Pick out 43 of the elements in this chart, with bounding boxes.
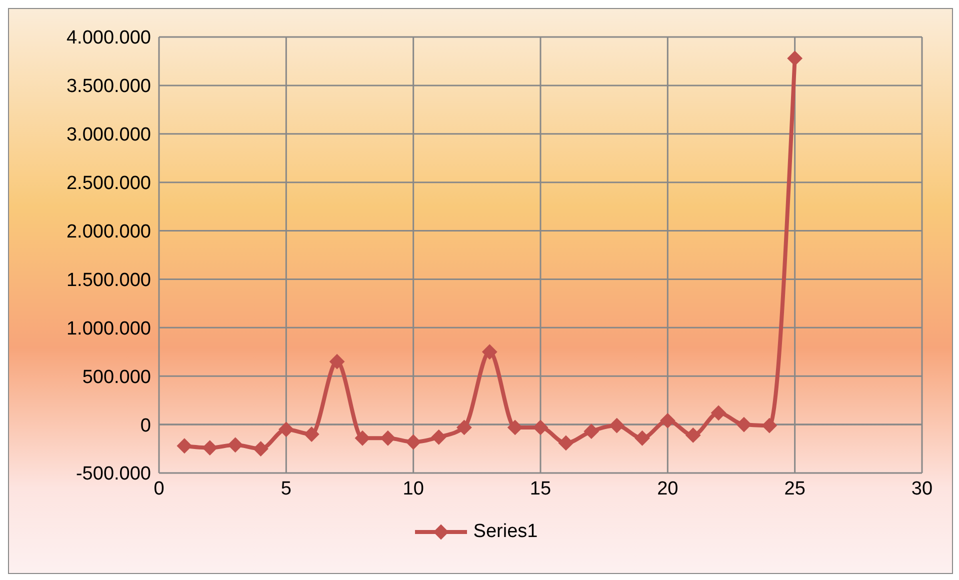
point <box>533 420 548 435</box>
y-tick-label: 500.000 <box>82 366 151 388</box>
point <box>304 426 320 442</box>
x-tick-label: 30 <box>911 478 933 500</box>
point <box>228 437 243 452</box>
point <box>202 440 218 456</box>
y-tick-label: 1.000.000 <box>66 318 151 340</box>
point <box>278 422 294 437</box>
point <box>711 405 726 420</box>
y-tick-label: 3.500.000 <box>66 76 151 98</box>
y-tick-label: 0 <box>140 415 151 436</box>
x-tick-label: 20 <box>657 478 678 500</box>
point <box>584 424 599 439</box>
point <box>354 430 370 446</box>
point <box>508 420 523 435</box>
point <box>634 430 650 446</box>
x-tick-label: 0 <box>154 478 164 500</box>
y-tick-label: -500.000 <box>76 464 151 485</box>
legend-label: Series1 <box>473 521 538 543</box>
y-tick-label: 1.500.000 <box>66 270 151 291</box>
x-tick-label: 10 <box>402 478 424 500</box>
point <box>787 50 802 66</box>
point <box>609 418 624 434</box>
point <box>456 420 472 435</box>
point <box>558 435 574 450</box>
point <box>380 430 396 446</box>
point <box>176 438 192 454</box>
point <box>253 441 268 456</box>
y-tick-label: 2.000.000 <box>66 222 151 243</box>
x-tick-label: 5 <box>280 478 292 500</box>
point <box>482 344 498 360</box>
x-tick-label: 15 <box>530 478 552 500</box>
y-tick-label: 2.500.000 <box>66 173 151 194</box>
point <box>406 434 421 450</box>
point <box>660 413 676 428</box>
point <box>736 417 752 432</box>
y-tick-label: 3.000.000 <box>66 124 151 146</box>
y-tick-label: 4.000.000 <box>66 28 151 49</box>
point <box>686 428 701 443</box>
point <box>431 430 446 445</box>
point <box>330 354 345 370</box>
point <box>762 418 777 434</box>
x-tick-label: 25 <box>784 478 806 500</box>
